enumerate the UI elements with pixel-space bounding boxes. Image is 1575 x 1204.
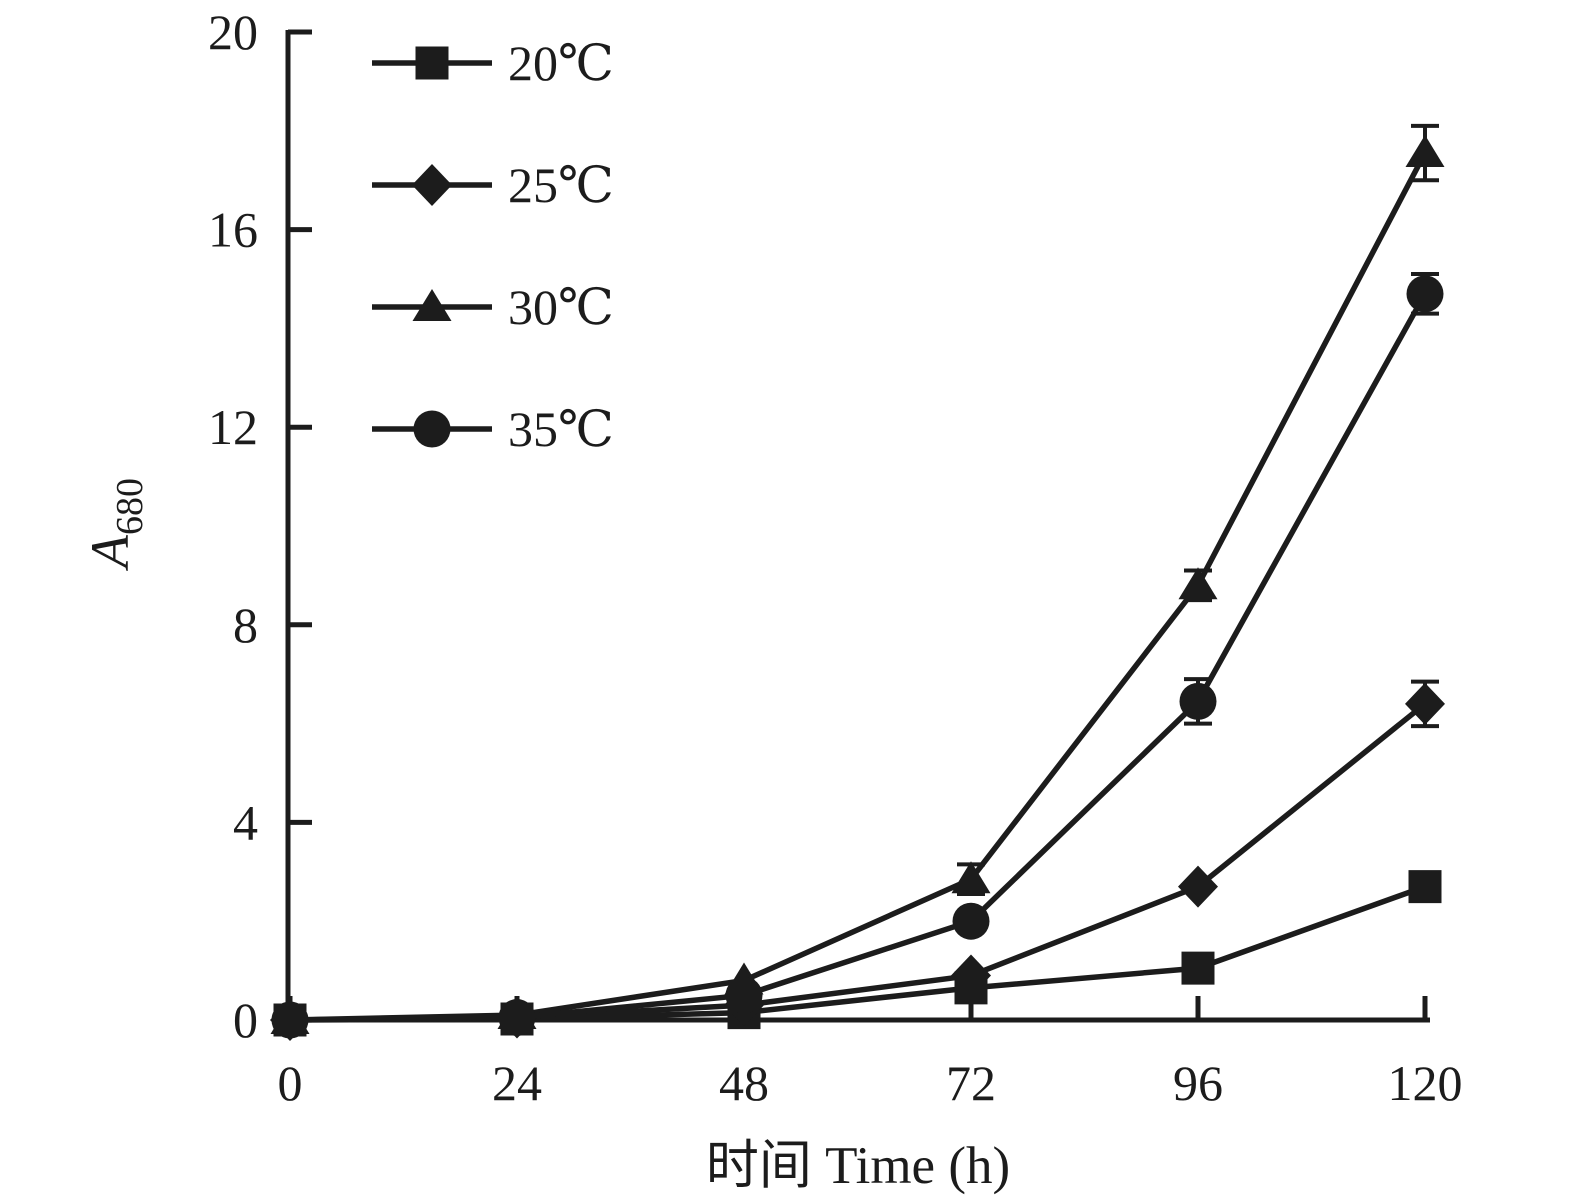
- plot-series: [270, 135, 1445, 1041]
- y-tick-label: 16: [208, 202, 258, 258]
- x-tick-label: 48: [719, 1055, 769, 1111]
- series-line: [289, 701, 1427, 1023]
- y-tick-label: 20: [208, 4, 258, 60]
- triangle-marker: [1178, 567, 1218, 600]
- diamond-marker: [951, 954, 991, 997]
- x-tick-label: 24: [492, 1055, 542, 1111]
- legend-label: 25℃: [508, 157, 614, 213]
- legend-label: 35℃: [508, 401, 614, 457]
- circle-marker: [1179, 682, 1217, 720]
- triangle-marker: [1405, 135, 1445, 168]
- series-line: [289, 151, 1428, 1023]
- x-tick-label: 0: [278, 1055, 303, 1111]
- diamond-marker: [1405, 682, 1445, 725]
- legend-entry-20c: 20℃: [372, 35, 614, 91]
- legend-label: 30℃: [508, 279, 614, 335]
- series-35c: [271, 275, 1444, 1039]
- circle-marker: [952, 902, 990, 940]
- legend-entry-25c: 25℃: [372, 157, 614, 213]
- x-tick-label: 120: [1388, 1055, 1463, 1111]
- y-tick-label: 4: [233, 794, 258, 850]
- x-axis-title: 时间 Time (h): [706, 1137, 1010, 1195]
- y-axis-title: A680: [80, 478, 151, 571]
- series-line: [289, 292, 1428, 1023]
- circle-marker: [1406, 275, 1444, 313]
- diamond-marker: [1178, 865, 1218, 908]
- triangle-marker: [412, 289, 452, 321]
- square-marker: [415, 46, 449, 80]
- legend: 20℃ 25℃ 30℃ 35℃: [372, 35, 614, 457]
- diamond-marker: [412, 164, 452, 206]
- circle-marker: [413, 410, 451, 448]
- square-marker: [1408, 870, 1442, 904]
- series-20c: [273, 870, 1442, 1037]
- square-marker: [1181, 951, 1215, 985]
- circle-marker: [498, 999, 536, 1037]
- y-tick-label: 8: [233, 597, 258, 653]
- series-30c: [270, 135, 1445, 1034]
- circle-marker: [725, 976, 763, 1014]
- x-tick-label: 72: [946, 1055, 996, 1111]
- x-tick-label: 96: [1173, 1055, 1223, 1111]
- series-25c: [270, 682, 1445, 1041]
- legend-label: 20℃: [508, 35, 614, 91]
- y-tick-label: 12: [208, 399, 258, 455]
- legend-entry-30c: 30℃: [372, 279, 614, 335]
- triangle-marker: [951, 861, 991, 894]
- error-bars: [957, 123, 1439, 897]
- series-line: [289, 884, 1426, 1023]
- circle-marker: [271, 1001, 309, 1039]
- legend-entry-35c: 35℃: [372, 401, 614, 457]
- y-tick-label: 0: [233, 992, 258, 1048]
